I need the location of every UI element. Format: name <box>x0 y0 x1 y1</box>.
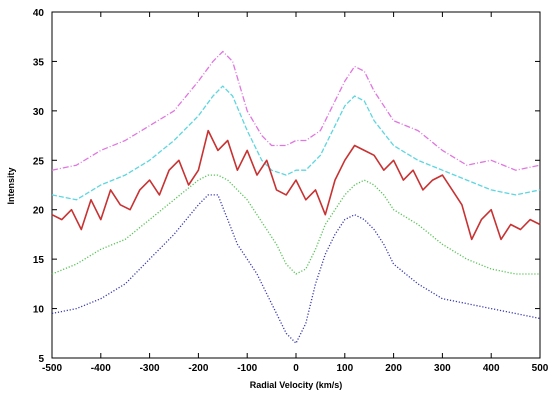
x-tick-label: 400 <box>483 363 500 374</box>
y-tick-label: 15 <box>33 255 45 266</box>
y-tick-label: 25 <box>33 156 45 167</box>
x-tick-label: 100 <box>336 363 353 374</box>
y-tick-label: 20 <box>33 206 45 217</box>
plot-area-frame <box>51 11 541 359</box>
series-line-4 <box>51 174 540 275</box>
series-line-5 <box>51 194 541 344</box>
y-tick-label: 5 <box>38 354 44 365</box>
x-tick-label: -200 <box>188 363 208 374</box>
y-tick-label: 40 <box>33 8 45 19</box>
x-tick-label: -300 <box>140 363 160 374</box>
x-tick-label: 500 <box>532 363 548 374</box>
y-axis-label: Intensity <box>6 167 16 204</box>
x-tick-label: -400 <box>91 363 111 374</box>
series-line-3 <box>51 129 541 241</box>
x-tick-label: -100 <box>237 363 257 374</box>
x-tick-label: 200 <box>385 363 402 374</box>
x-tick-label: 300 <box>434 363 451 374</box>
x-axis-label: Radial Velocity (km/s) <box>250 380 343 390</box>
y-tick-label: 35 <box>33 57 45 68</box>
y-tick-label: 30 <box>33 107 45 118</box>
x-tick-label: -500 <box>42 363 62 374</box>
series-line-1 <box>51 50 541 171</box>
x-tick-label: 0 <box>293 363 299 374</box>
y-tick-label: 10 <box>33 305 45 316</box>
series-line-2 <box>51 85 541 201</box>
